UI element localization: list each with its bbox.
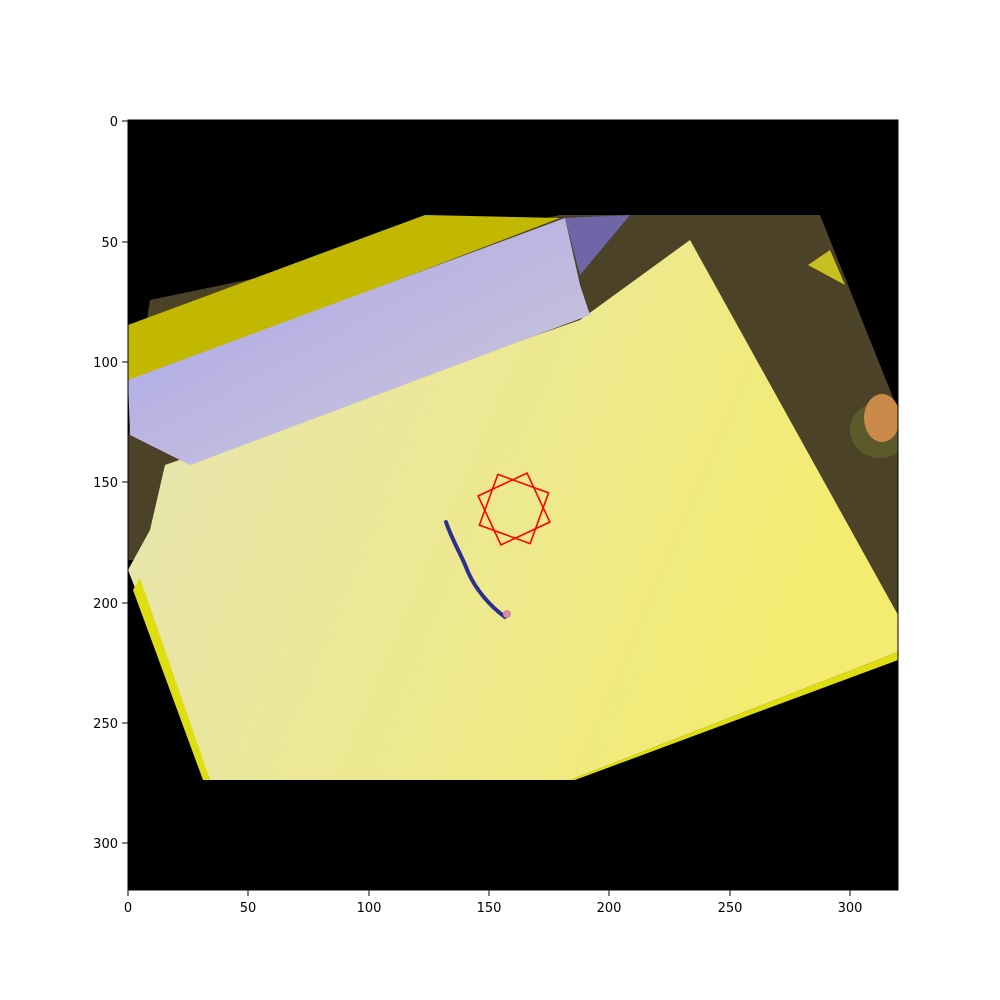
box-side [565, 215, 630, 275]
image-area [128, 120, 898, 890]
y-tick-label: 250 [93, 717, 118, 732]
x-tick-label: 250 [718, 901, 743, 916]
star-marker-icon [477, 472, 551, 546]
x-tick-label: 50 [240, 901, 257, 916]
axes-frame [127, 119, 899, 891]
y-axis: 0 50 100 150 200 250 300 [93, 115, 128, 852]
x-tick-label: 200 [597, 901, 622, 916]
x-axis: 0 50 100 150 200 250 300 [124, 890, 863, 916]
pen-tip [503, 610, 511, 618]
x-tick-label: 150 [477, 901, 502, 916]
box-top [128, 215, 560, 380]
y-tick-label: 50 [101, 236, 118, 251]
y-tick-label: 0 [110, 115, 118, 130]
table-surface [128, 240, 898, 780]
table-edge-right [570, 652, 898, 780]
y-tick-label: 100 [93, 356, 118, 371]
x-tick-label: 100 [357, 901, 382, 916]
yellow-patch [808, 250, 845, 285]
pen-stroke [444, 520, 507, 619]
y-tick-label: 200 [93, 597, 118, 612]
x-tick-label: 0 [124, 901, 132, 916]
x-tick-label: 300 [838, 901, 863, 916]
table-edge-left [133, 578, 210, 780]
sandal [850, 394, 898, 458]
box-face [128, 218, 590, 465]
y-tick-label: 300 [93, 837, 118, 852]
y-tick-label: 150 [93, 476, 118, 491]
